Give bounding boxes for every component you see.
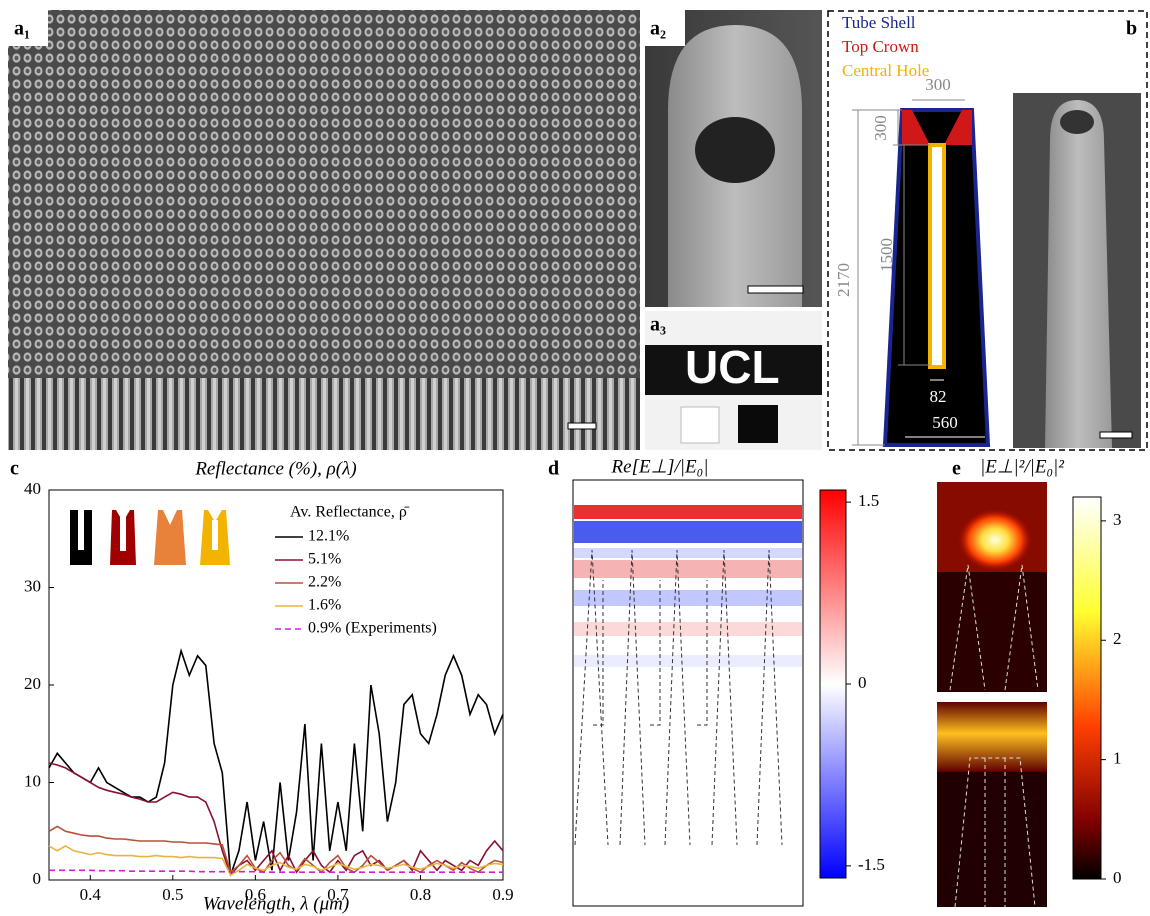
x-tick-label: 0.6 (245, 885, 266, 904)
colorbar-tick-label: 2 (1113, 629, 1122, 648)
legend-entry: Central Hole (842, 61, 929, 80)
structure-icons (70, 510, 230, 565)
pillar-hole (1060, 110, 1094, 134)
colorbar-tick-label: 1 (1113, 749, 1122, 768)
plot-area: 0.4 0.5 0.6 0.7 0.8 0.9 0 10 20 30 40 12.1% 5.1% 2.2%… (24, 479, 514, 904)
central-hole (930, 145, 944, 367)
y-tick-label: 10 (24, 771, 41, 790)
dimension-label: 560 (932, 413, 958, 432)
legend-label: 2.2% (308, 574, 341, 591)
pillar (1045, 100, 1112, 448)
x-tick-label: 0.8 (410, 885, 431, 904)
panel-label: a₃ (650, 314, 666, 336)
colorbar (1073, 497, 1101, 879)
colorbar (820, 490, 846, 878)
panel-label: b (1126, 18, 1137, 40)
x-tick-label: 0.9 (492, 885, 513, 904)
panel-title: |E⊥|²/|E₀|² (980, 456, 1064, 477)
y-tick-label: 40 (24, 479, 41, 498)
colorbar-tick-label: 0 (858, 673, 867, 692)
field-hotspot (957, 508, 1033, 572)
dimension-label: 82 (930, 387, 947, 406)
series-line (49, 870, 503, 872)
y-tick-label: 20 (24, 674, 41, 693)
scale-bar (748, 286, 803, 293)
x-tick-label: 0.4 (80, 885, 102, 904)
legend-title: Av. Reflectance, ρ̄ (290, 504, 410, 521)
figure: a₁ a₂ UCL a₃ b Tube Shell Top Crown Centra… (0, 0, 1150, 916)
dimension-label: 300 (871, 115, 890, 141)
legend-entry: Top Crown (842, 37, 919, 56)
legend-entry: Tube Shell (842, 13, 916, 32)
scale-bar (1100, 432, 1132, 438)
y-tick-label: 30 (24, 576, 41, 595)
colorbar-tick-label: 1.5 (858, 491, 879, 510)
dimension-label: 1500 (877, 238, 896, 272)
panel-title: Re[E⊥]/|E₀| (611, 456, 709, 477)
page: a₁ a₂ UCL a₃ b Tube Shell Top Crown Centra… (0, 0, 1150, 916)
y-tick-label: 0 (33, 869, 42, 888)
panel-label: d (548, 458, 559, 480)
sem-image-base (8, 378, 640, 450)
legend-label: 1.6% (308, 597, 341, 614)
chart-title: Reflectance (%), ρ(λ) (194, 458, 356, 479)
panel-label: c (10, 458, 19, 480)
panel-label: a₂ (650, 18, 666, 40)
colorbar-tick-label: -1.5 (858, 855, 885, 874)
series-line (49, 651, 503, 875)
legend-label: 12.1% (308, 528, 349, 545)
pillar-hole (695, 117, 775, 183)
panel-label: a₁ (14, 18, 30, 40)
panel-label: e (952, 458, 961, 480)
x-tick-label: 0.5 (162, 885, 183, 904)
sample-black (738, 405, 778, 443)
colorbar-tick-label: 0 (1113, 868, 1122, 887)
dimension-label: 300 (925, 75, 951, 94)
dimension-label: 2170 (834, 263, 853, 297)
colorbar-tick-label: 3 (1113, 510, 1122, 529)
x-tick-label: 0.7 (327, 885, 349, 904)
sign-text: UCL (685, 341, 780, 393)
legend: Tube Shell Top Crown Central Hole (842, 13, 929, 80)
legend-label: 0.9% (Experiments) (308, 620, 437, 637)
sample-white (681, 407, 719, 443)
scale-bar (568, 423, 596, 429)
field-pattern (937, 702, 1047, 772)
legend-label: 5.1% (308, 551, 341, 568)
